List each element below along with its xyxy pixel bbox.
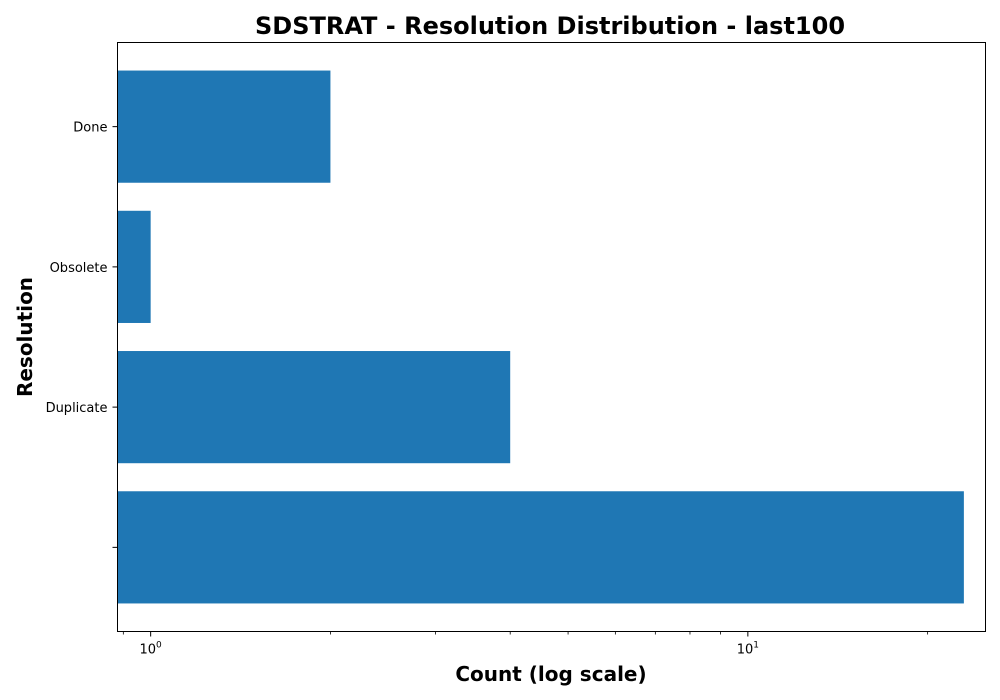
y-axis-label: Resolution bbox=[13, 277, 37, 397]
y-tick-label: Obsolete bbox=[50, 261, 108, 276]
bar bbox=[117, 210, 151, 323]
chart-title: SDSTRAT - Resolution Distribution - last… bbox=[255, 12, 845, 40]
bar bbox=[117, 70, 331, 183]
x-ticks-group: 100 101 bbox=[122, 631, 929, 658]
bar bbox=[117, 351, 511, 464]
x-tick-label: 100 bbox=[140, 641, 163, 658]
y-tick-label: Duplicate bbox=[46, 401, 108, 416]
y-tick-label: Done bbox=[73, 121, 107, 136]
bar bbox=[117, 491, 964, 604]
x-tick-label: 101 bbox=[737, 641, 759, 658]
bars-group bbox=[117, 70, 964, 604]
y-ticks-group: Duplicate Obsolete Done bbox=[46, 121, 118, 548]
plot-frame bbox=[117, 42, 986, 632]
x-axis-label: Count (log scale) bbox=[455, 662, 646, 686]
